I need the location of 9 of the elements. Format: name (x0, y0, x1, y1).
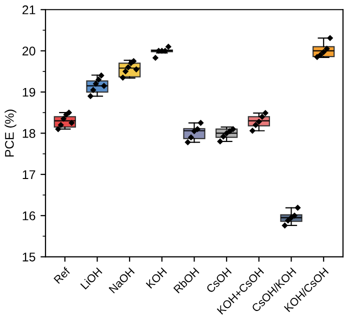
y-tick-label: 16 (22, 211, 36, 220)
y-tick-label: 21 (22, 5, 36, 14)
y-tick-label: 18 (22, 129, 36, 138)
y-tick-label: 19 (22, 88, 36, 97)
y-tick-label: 15 (22, 252, 36, 262)
x-tick-label: Ref (53, 266, 71, 284)
y-tick-label: 17 (22, 170, 36, 179)
y-tick-label: 20 (22, 46, 36, 56)
y-axis-title: PCE (%) (4, 110, 16, 156)
